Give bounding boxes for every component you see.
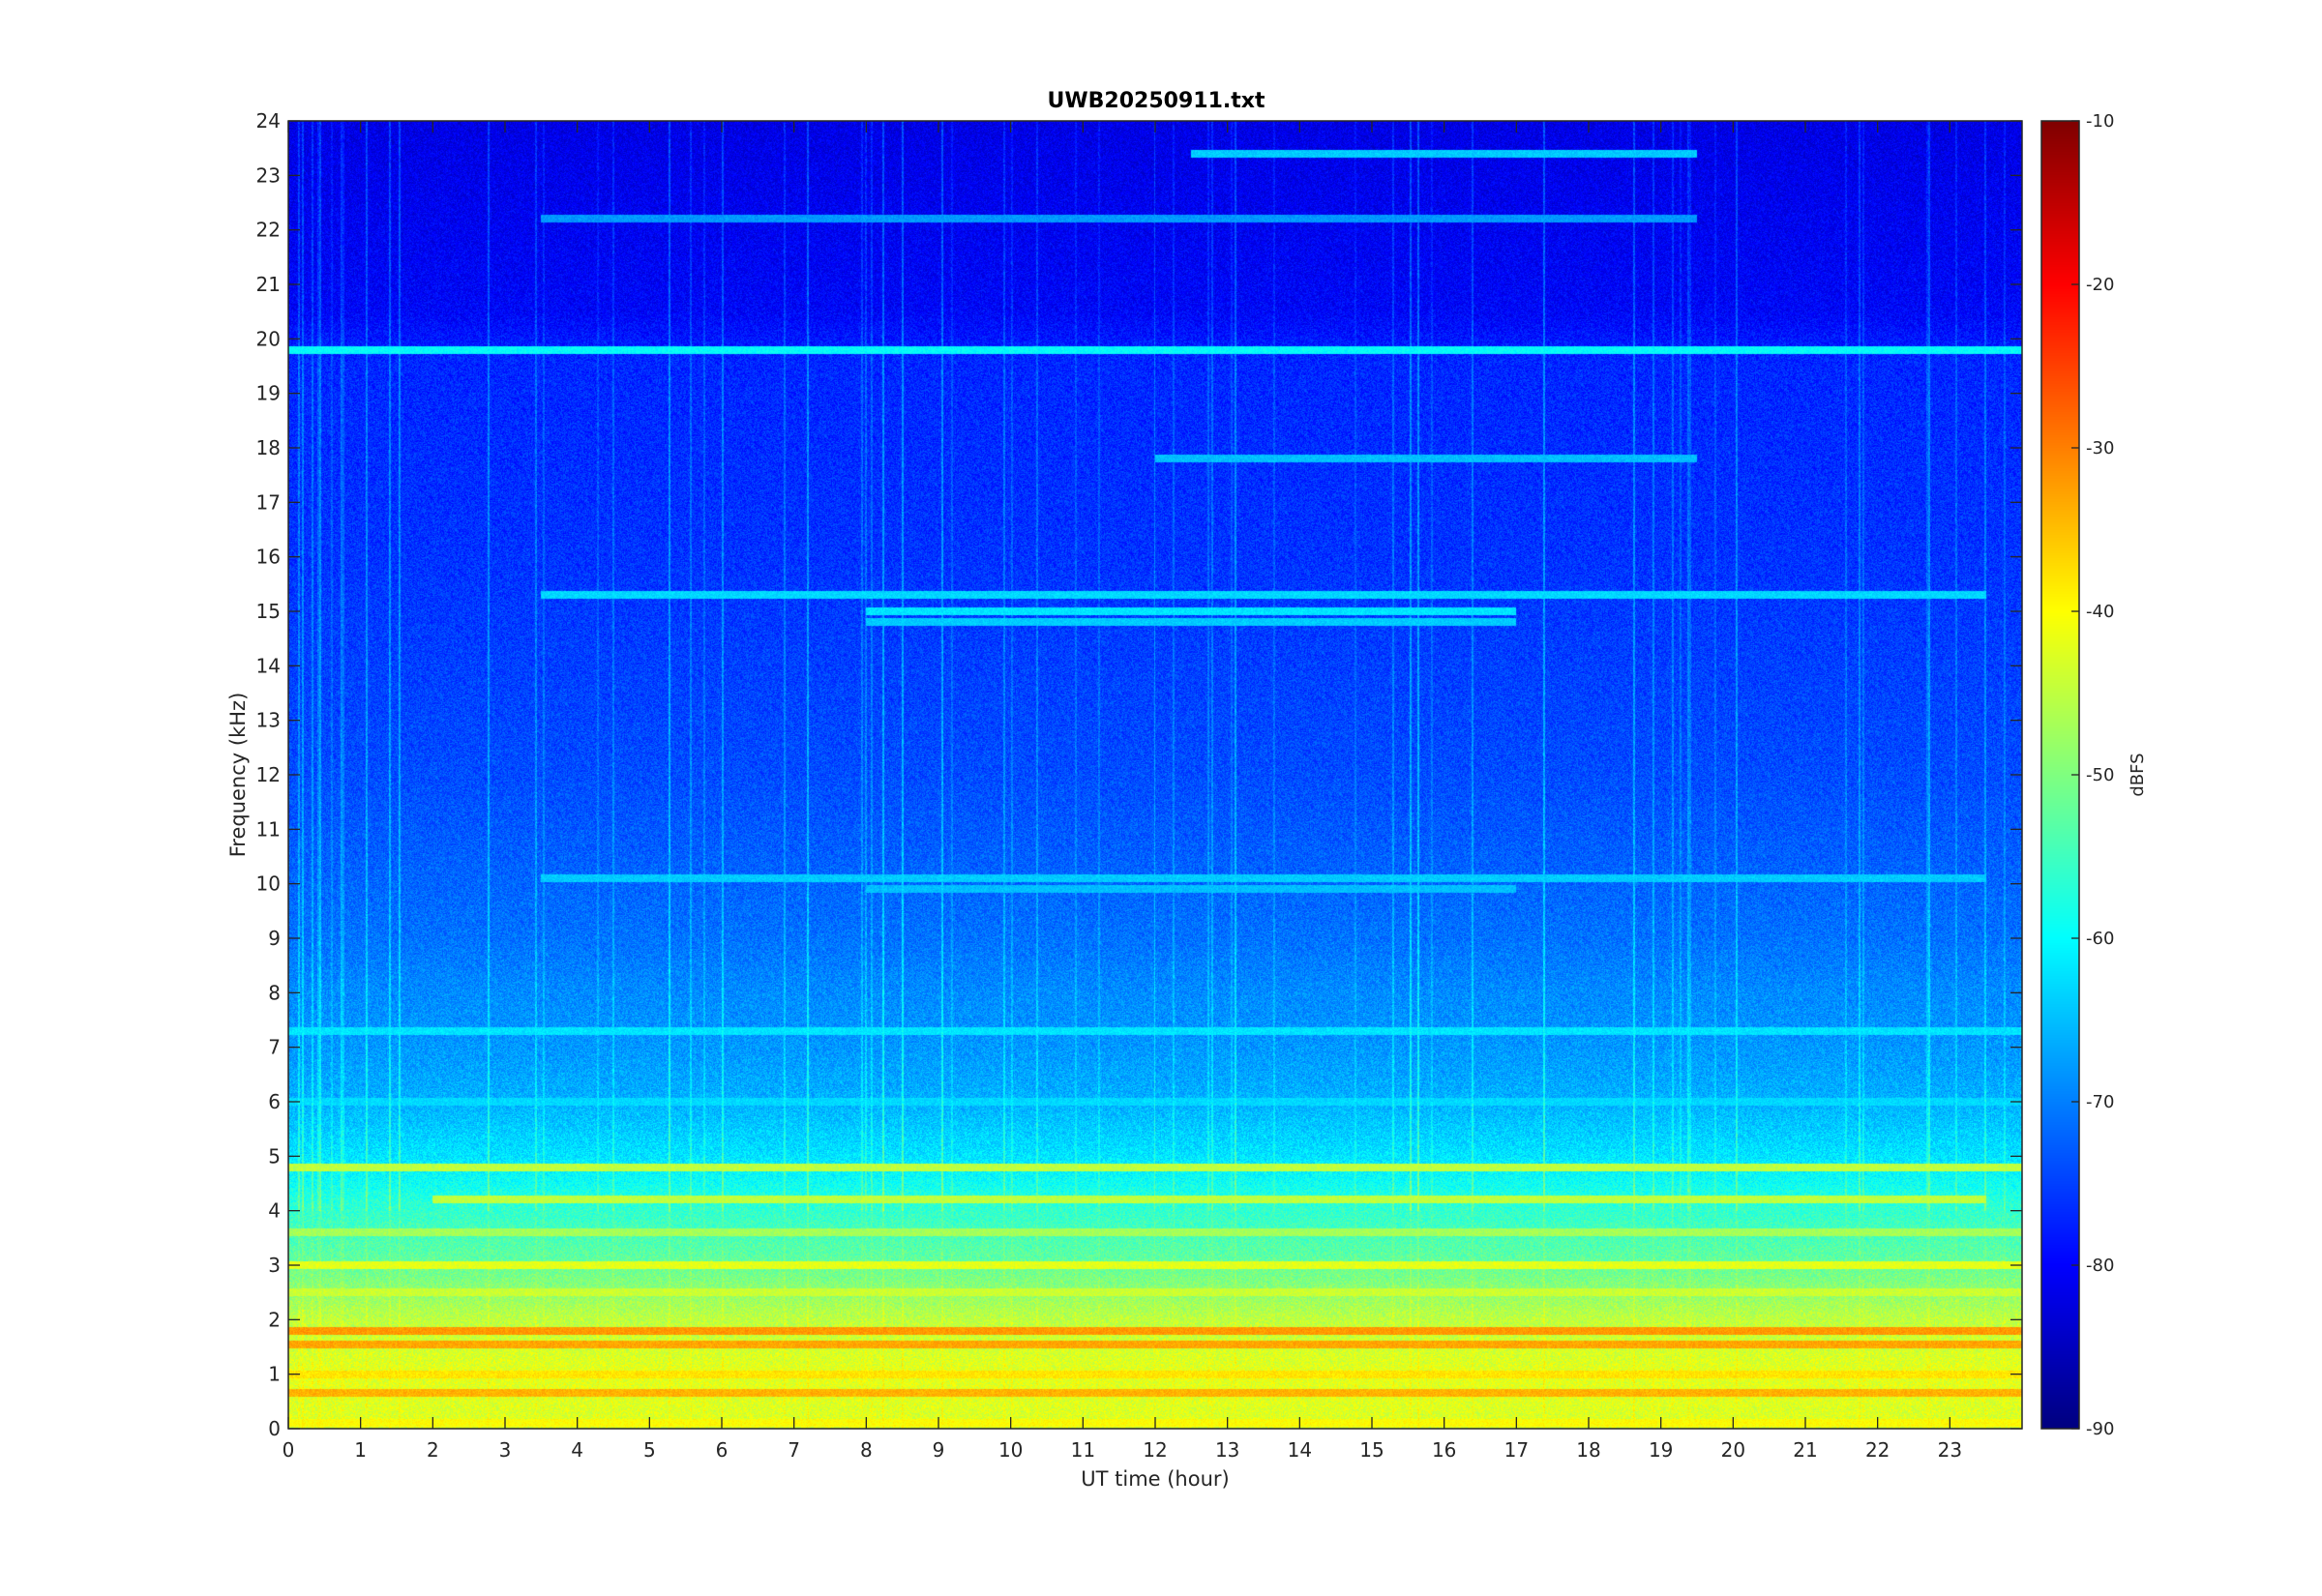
colorbar-tick-label: -30: [2086, 438, 2114, 458]
x-tick-label: 9: [933, 1438, 945, 1462]
y-tick-label: 22: [256, 219, 281, 242]
y-tick-label: 14: [256, 654, 281, 677]
y-tick-label: 24: [256, 109, 281, 133]
y-tick-label: 11: [256, 817, 281, 841]
x-tick-label: 21: [1793, 1438, 1817, 1462]
y-tick-label: 5: [268, 1144, 281, 1167]
x-axis-ticks: 0 1 2 3 4 5 6 7 8 9 10 11 12 13 14 15 16 17 18 19 20 21 22 23: [283, 121, 1962, 1462]
colorbar-tick-label: -70: [2086, 1092, 2114, 1112]
colorbar-tick-label: -40: [2086, 602, 2114, 622]
x-tick-label: 18: [1576, 1438, 1600, 1462]
y-tick-label: 0: [268, 1417, 281, 1440]
x-tick-label: 2: [427, 1438, 439, 1462]
x-tick-label: 14: [1288, 1438, 1312, 1462]
colorbar-ticks: -90 -80 -70 -60 -50 -40 -30 -20 -10: [2071, 111, 2114, 1439]
x-tick-label: 8: [860, 1438, 873, 1462]
x-tick-label: 1: [354, 1438, 367, 1462]
y-tick-label: 7: [268, 1036, 281, 1059]
x-tick-label: 0: [283, 1438, 295, 1462]
y-axis-label: Frequency (kHz): [226, 693, 250, 858]
x-tick-label: 15: [1359, 1438, 1384, 1462]
y-tick-label: 1: [268, 1363, 281, 1386]
colorbar-tick-label: -80: [2086, 1256, 2114, 1276]
x-tick-label: 12: [1143, 1438, 1167, 1462]
y-tick-label: 6: [268, 1090, 281, 1113]
y-tick-label: 13: [256, 709, 281, 732]
x-tick-label: 5: [643, 1438, 656, 1462]
y-tick-label: 19: [256, 382, 281, 405]
y-tick-label: 8: [268, 981, 281, 1004]
y-tick-label: 17: [256, 490, 281, 514]
spectrogram-plot-area: [288, 121, 2022, 1429]
y-tick-label: 20: [256, 327, 281, 350]
y-tick-label: 23: [256, 163, 281, 187]
x-tick-label: 7: [788, 1438, 800, 1462]
chart-title: UWB20250911.txt: [1048, 89, 1265, 113]
colorbar-tick-label: -20: [2086, 275, 2114, 295]
x-tick-label: 3: [499, 1438, 512, 1462]
x-tick-label: 19: [1649, 1438, 1673, 1462]
y-tick-label: 12: [256, 763, 281, 786]
y-tick-label: 4: [268, 1199, 281, 1223]
y-tick-label: 10: [256, 872, 281, 896]
x-tick-label: 23: [1938, 1438, 1962, 1462]
x-tick-label: 11: [1071, 1438, 1095, 1462]
colorbar-tick-label: -50: [2086, 765, 2114, 785]
y-tick-label: 3: [268, 1254, 281, 1277]
x-tick-label: 16: [1432, 1438, 1456, 1462]
y-tick-label: 18: [256, 436, 281, 459]
x-tick-label: 10: [998, 1438, 1023, 1462]
x-tick-label: 22: [1865, 1438, 1890, 1462]
y-tick-label: 15: [256, 600, 281, 623]
y-tick-label: 9: [268, 927, 281, 950]
colorbar-tick-label: -60: [2086, 929, 2114, 949]
colorbar-label: dBFS: [2128, 753, 2148, 796]
y-tick-label: 16: [256, 546, 281, 569]
x-tick-label: 17: [1504, 1438, 1529, 1462]
x-tick-label: 4: [571, 1438, 583, 1462]
x-tick-label: 6: [716, 1438, 729, 1462]
x-tick-label: 20: [1721, 1438, 1745, 1462]
x-axis-label: UT time (hour): [1081, 1467, 1229, 1491]
colorbar-tick-label: -10: [2086, 111, 2114, 132]
y-tick-label: 2: [268, 1308, 281, 1331]
colorbar-tick-label: -90: [2086, 1419, 2114, 1439]
x-tick-label: 13: [1215, 1438, 1239, 1462]
y-tick-label: 21: [256, 273, 281, 296]
